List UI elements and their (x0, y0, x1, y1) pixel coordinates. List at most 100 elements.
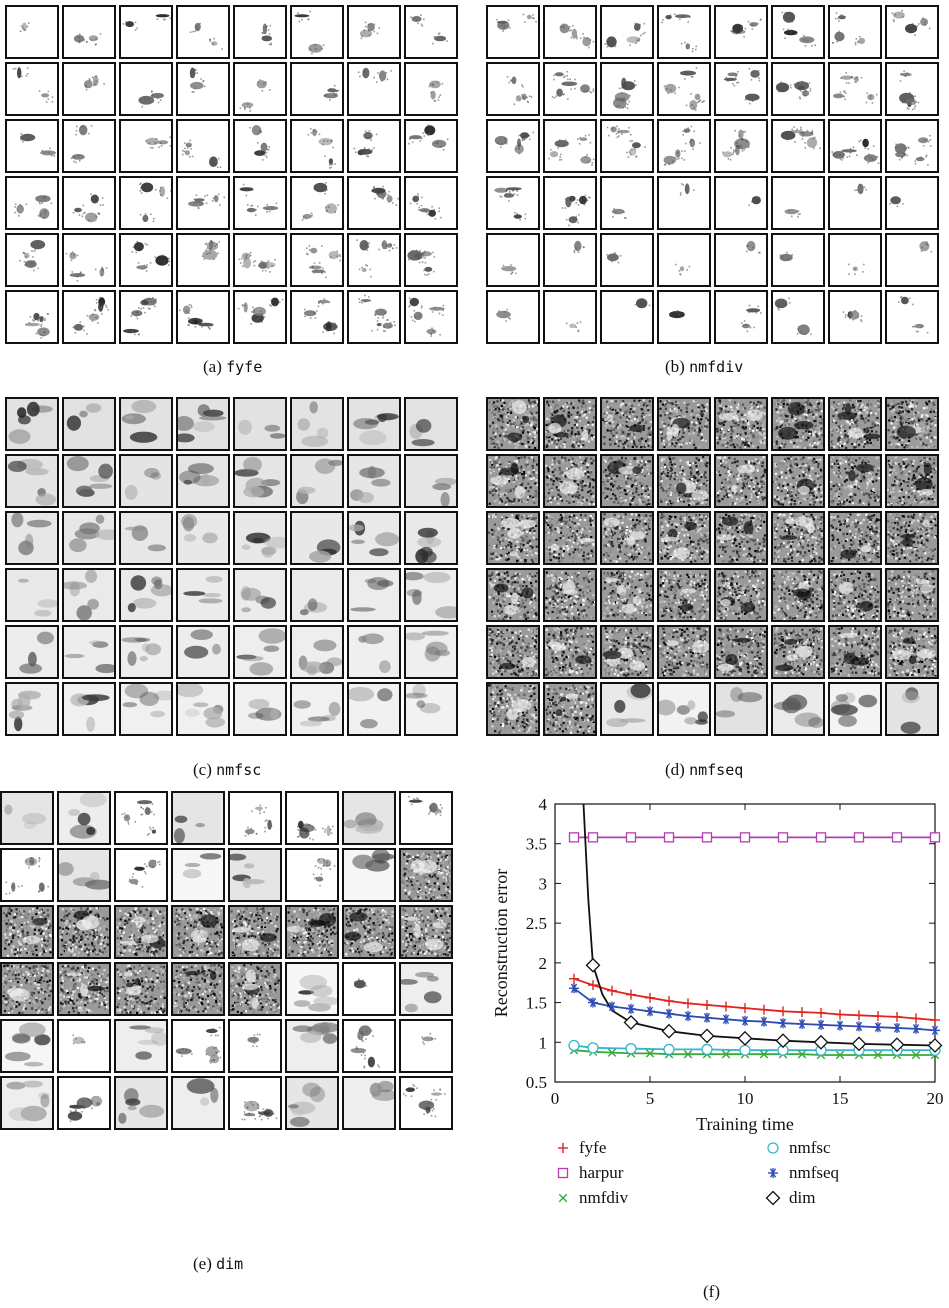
basis-image-tile (119, 511, 173, 565)
basis-image (716, 513, 766, 563)
basis-image (722, 129, 750, 161)
legend-label: nmfseq (789, 1163, 840, 1182)
basis-image (661, 13, 698, 53)
basis-image (25, 312, 50, 339)
data-point-nmfseq (778, 1018, 788, 1029)
basis-image (746, 240, 761, 254)
basis-image-tile (714, 119, 768, 173)
basis-image (72, 193, 104, 223)
legend-item-fyfe: fyfe (555, 1138, 606, 1158)
basis-image-tile (233, 119, 287, 173)
caption-d: (d) nmfseq (665, 760, 743, 780)
basis-image (559, 23, 595, 49)
basis-image-tile (404, 62, 458, 116)
basis-image (116, 907, 166, 957)
basis-image-tile (543, 290, 597, 344)
basis-image (301, 182, 339, 221)
series-line-nmfdiv (573, 1049, 935, 1056)
basis-image (349, 456, 399, 506)
basis-image (238, 251, 276, 273)
basis-image (659, 570, 709, 620)
basis-image (230, 850, 280, 900)
caption-c: (c) nmfsc (193, 760, 261, 780)
basis-image (548, 134, 595, 166)
caption-b: (b) nmfdiv (665, 357, 743, 377)
basis-image (292, 627, 342, 677)
basis-image-tile (714, 176, 768, 230)
basis-image-tile (342, 848, 396, 902)
basis-image (116, 964, 166, 1014)
basis-image-tile (114, 1076, 168, 1130)
basis-image (202, 240, 220, 261)
basis-image (296, 820, 334, 841)
basis-image-tile (228, 962, 282, 1016)
basis-image (294, 10, 325, 55)
basis-image-tile (657, 5, 711, 59)
basis-image-tile (543, 62, 597, 116)
basis-image (116, 1078, 166, 1128)
basis-image-tile (0, 1019, 54, 1073)
basis-image-tile (233, 682, 287, 736)
basis-image-tile (285, 791, 339, 845)
legend-label: harpur (579, 1163, 624, 1182)
basis-image-tile (347, 397, 401, 451)
caption-d-name: nmfseq (689, 761, 744, 779)
basis-image (496, 13, 537, 32)
basis-image (182, 139, 222, 169)
basis-image-tile (885, 682, 939, 736)
data-point-nmfdiv (645, 1049, 655, 1058)
basis-image (5, 857, 49, 895)
basis-image-tile (600, 119, 654, 173)
basis-image (122, 14, 171, 31)
basis-image-tile (176, 397, 230, 451)
basis-image (919, 241, 933, 253)
basis-image (116, 1021, 166, 1071)
basis-image (173, 907, 223, 957)
basis-image (831, 12, 866, 46)
y-tick-label: 3.5 (526, 835, 547, 854)
basis-image-tile (119, 454, 173, 508)
basis-image-tile (828, 290, 882, 344)
data-point-fyfe (835, 1009, 845, 1020)
basis-image-tile (828, 5, 882, 59)
data-point-nmfdiv (759, 1049, 769, 1059)
data-point-dim (889, 1037, 905, 1053)
basis-image-tile (176, 682, 230, 736)
basis-image-tile (657, 233, 711, 287)
basis-image (887, 684, 937, 734)
basis-image (307, 127, 336, 169)
basis-image (410, 14, 448, 45)
data-point-dim (927, 1038, 943, 1053)
basis-image-tile (119, 682, 173, 736)
basis-image-tile (600, 682, 654, 736)
basis-image-tile (828, 233, 882, 287)
basis-image (602, 627, 652, 677)
basis-image-tile (404, 290, 458, 344)
basis-image (891, 10, 931, 36)
data-point-fyfe (740, 1003, 750, 1014)
basis-image (350, 1025, 380, 1069)
basis-image-tile (543, 176, 597, 230)
basis-image (606, 252, 622, 264)
y-tick-label: 3 (539, 874, 548, 893)
basis-image (674, 263, 691, 276)
basis-image-tile (5, 290, 59, 344)
basis-image (65, 251, 108, 282)
basis-image-tile (114, 791, 168, 845)
basis-image-tile (486, 5, 540, 59)
basis-image-tile (714, 290, 768, 344)
basis-image-tile (114, 962, 168, 1016)
basis-image (634, 298, 651, 309)
basis-image-tile (119, 119, 173, 173)
basis-image (235, 513, 285, 563)
basis-image-tile (771, 568, 825, 622)
basis-image-tile (543, 568, 597, 622)
basis-image-tile (404, 454, 458, 508)
basis-image-tile (828, 454, 882, 508)
data-point-dim (699, 1028, 715, 1044)
basis-image (349, 399, 399, 449)
basis-image-tile (347, 511, 401, 565)
data-point-dim (851, 1036, 867, 1052)
basis-image (173, 850, 223, 900)
basis-image (64, 399, 114, 449)
